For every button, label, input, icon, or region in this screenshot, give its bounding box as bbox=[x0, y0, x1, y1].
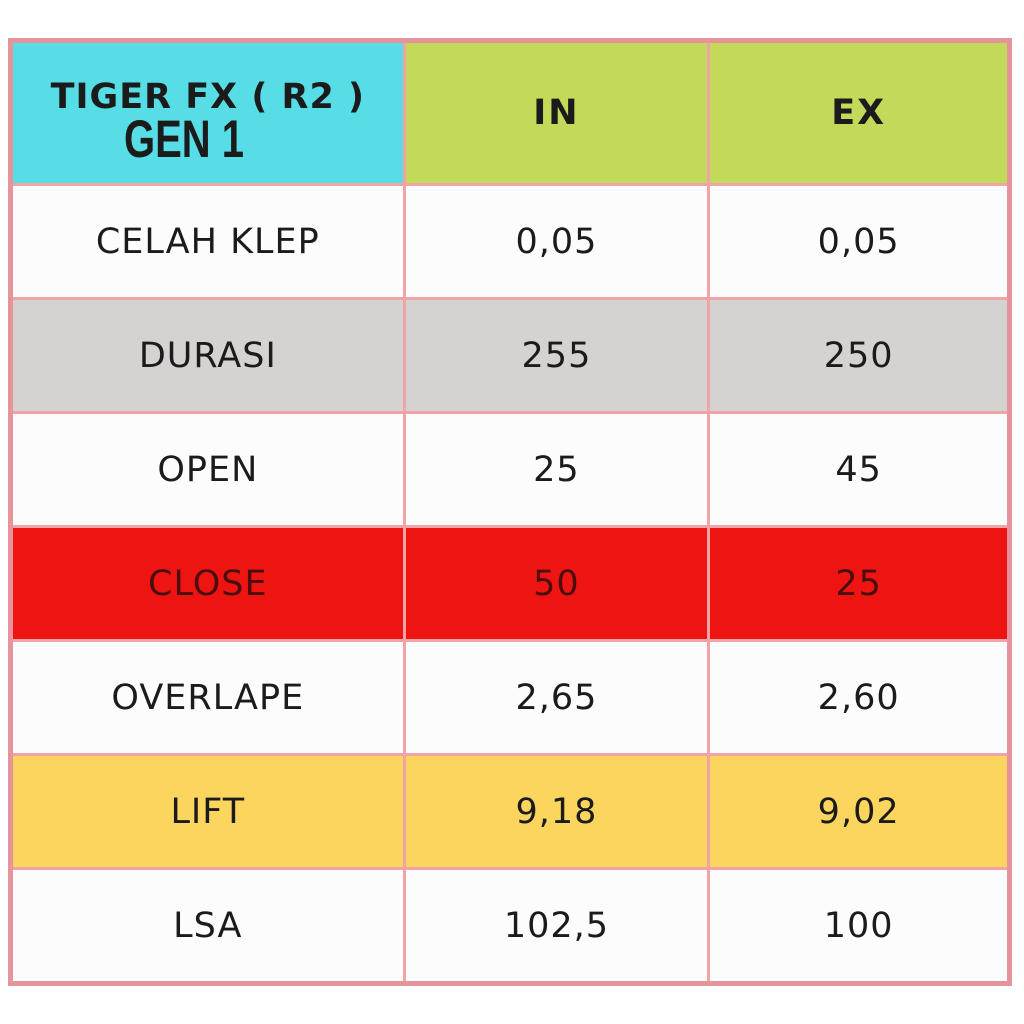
table-title-cell: TIGER FX ( R2 ) GEN 1 bbox=[9, 39, 406, 186]
header-row: TIGER FX ( R2 ) GEN 1 IN EX bbox=[9, 39, 1011, 186]
row-label: CLOSE bbox=[9, 525, 406, 642]
table-row: LSA 102,5 100 bbox=[9, 867, 1011, 985]
row-value-in: 9,18 bbox=[402, 753, 711, 870]
row-label: LIFT bbox=[9, 753, 406, 870]
row-value-ex: 100 bbox=[707, 867, 1011, 985]
column-header-in: IN bbox=[402, 39, 711, 186]
row-value-in: 0,05 bbox=[402, 183, 711, 300]
table-row: DURASI 255 250 bbox=[9, 297, 1011, 414]
row-label: OPEN bbox=[9, 411, 406, 528]
row-value-ex: 2,60 bbox=[707, 639, 1011, 756]
table-row: OVERLAPE 2,65 2,60 bbox=[9, 639, 1011, 756]
column-header-ex: EX bbox=[707, 39, 1011, 186]
row-value-ex: 25 bbox=[707, 525, 1011, 642]
table-subtitle-gen: GEN 1 bbox=[123, 109, 244, 168]
table-row: OPEN 25 45 bbox=[9, 411, 1011, 528]
row-label: CELAH KLEP bbox=[9, 183, 406, 300]
row-value-ex: 45 bbox=[707, 411, 1011, 528]
row-value-ex: 0,05 bbox=[707, 183, 1011, 300]
row-label: OVERLAPE bbox=[9, 639, 406, 756]
row-value-ex: 250 bbox=[707, 297, 1011, 414]
table-row: CLOSE 50 25 bbox=[9, 525, 1011, 642]
row-label: DURASI bbox=[9, 297, 406, 414]
table-row: CELAH KLEP 0,05 0,05 bbox=[9, 183, 1011, 300]
row-value-in: 50 bbox=[402, 525, 711, 642]
row-value-in: 2,65 bbox=[402, 639, 711, 756]
table-title: TIGER FX ( R2 ) bbox=[50, 76, 365, 117]
row-value-ex: 9,02 bbox=[707, 753, 1011, 870]
spec-table-body: CELAH KLEP 0,05 0,05 DURASI 255 250 OPEN… bbox=[9, 183, 1011, 985]
row-label: LSA bbox=[9, 867, 406, 985]
row-value-in: 255 bbox=[402, 297, 711, 414]
row-value-in: 25 bbox=[402, 411, 711, 528]
spec-table: TIGER FX ( R2 ) GEN 1 IN EX CELAH KLEP 0… bbox=[8, 38, 1012, 986]
table-row: LIFT 9,18 9,02 bbox=[9, 753, 1011, 870]
row-value-in: 102,5 bbox=[402, 867, 711, 985]
